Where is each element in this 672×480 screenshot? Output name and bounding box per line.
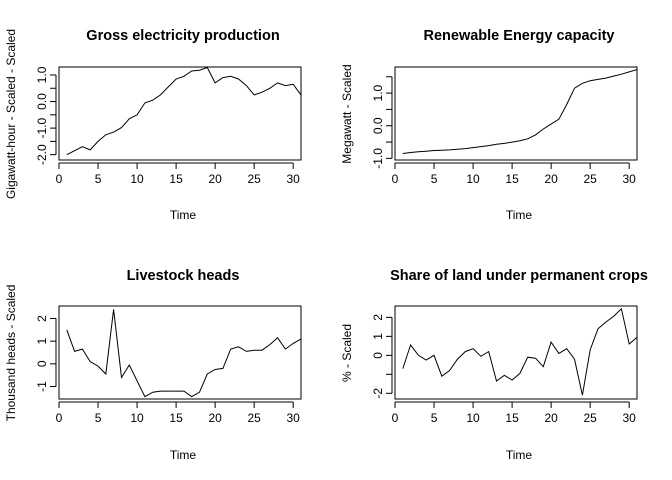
x-tick-label: 20: [544, 411, 558, 425]
y-tick-label: -2.0: [35, 144, 49, 165]
x-axis: 0 5 10 15 20 25 30: [392, 401, 637, 425]
panel-renewable-capacity: Renewable Energy capacity 0 5 10 15 20 25 30 -…: [340, 28, 638, 222]
x-tick-label: 15: [505, 411, 519, 425]
x-tick-label: 0: [56, 411, 63, 425]
x-tick-label: 5: [431, 411, 438, 425]
y-axis: -2 0 1 2: [371, 314, 393, 399]
y-axis: -1 0 1 2: [35, 315, 57, 392]
x-tick-label: 25: [247, 172, 261, 186]
y-axis-label: Megawatt - Scaled: [340, 64, 354, 163]
x-axis-label: Time: [506, 448, 533, 462]
plot-frame: [394, 305, 638, 400]
series-group: [66, 309, 302, 398]
series-group: [66, 66, 302, 156]
y-tick-label: 2: [371, 314, 385, 321]
x-tick-label: 10: [466, 411, 480, 425]
x-tick-label: 20: [208, 172, 222, 186]
x-axis-label: Time: [506, 208, 533, 222]
y-axis: -1.0 0.0 1.0: [371, 76, 393, 169]
x-tick-label: 25: [583, 411, 597, 425]
y-tick-label: 0.0: [35, 93, 49, 110]
y-axis-label: Thousand heads - Scaled: [4, 285, 18, 422]
series-line: [402, 307, 638, 396]
y-tick-label: 0: [35, 360, 49, 367]
series-line: [66, 66, 302, 156]
x-tick-label: 20: [208, 411, 222, 425]
y-tick-label: 1: [35, 338, 49, 345]
plot-frame: [58, 66, 302, 161]
y-tick-label: 2: [35, 315, 49, 322]
x-axis: 0 5 10 15 20 25 30: [56, 401, 301, 425]
y-tick-label: -1.0: [35, 117, 49, 138]
series-line: [66, 309, 302, 398]
x-tick-label: 5: [95, 172, 102, 186]
panel-permanent-crops: Share of land under permanent crops 0 5 10…: [340, 268, 648, 462]
y-tick-label: 0: [371, 352, 385, 359]
x-tick-label: 0: [56, 172, 63, 186]
x-tick-label: 10: [130, 172, 144, 186]
x-tick-label: 10: [130, 411, 144, 425]
x-axis-label: Time: [170, 208, 197, 222]
y-tick-label: -1: [35, 381, 49, 392]
y-tick-label: -2: [371, 388, 385, 399]
x-tick-label: 15: [169, 172, 183, 186]
panel-title: Gross electricity production: [86, 28, 279, 44]
panel-title: Renewable Energy capacity: [424, 28, 615, 44]
x-tick-label: 30: [623, 411, 637, 425]
panel-title: Livestock heads: [127, 268, 240, 284]
x-tick-label: 0: [392, 411, 399, 425]
x-tick-label: 15: [169, 411, 183, 425]
y-tick-label: 1: [371, 333, 385, 340]
plot-frame: [58, 305, 302, 400]
series-group: [402, 69, 638, 154]
y-tick-label: -1.0: [371, 148, 385, 169]
series-line: [402, 69, 638, 154]
y-tick-label: 1.0: [371, 84, 385, 101]
panel-gross-electricity: Gross electricity production 0 5 10 15 20 25 3…: [4, 28, 302, 222]
x-tick-label: 20: [544, 172, 558, 186]
y-axis-label: % - Scaled: [340, 324, 354, 382]
x-tick-label: 10: [466, 172, 480, 186]
y-axis: -2.0 -1.0 0.0 1.0: [35, 66, 57, 165]
plot-frame: [394, 66, 638, 161]
x-tick-label: 0: [392, 172, 399, 186]
y-tick-label: 1.0: [35, 66, 49, 83]
x-tick-label: 30: [287, 172, 301, 186]
x-axis-label: Time: [170, 448, 197, 462]
x-tick-label: 25: [247, 411, 261, 425]
x-tick-label: 5: [431, 172, 438, 186]
series-group: [402, 307, 638, 396]
y-axis-label: Gigawatt-hour - Scaled - Scaled: [4, 29, 18, 199]
x-tick-label: 30: [287, 411, 301, 425]
x-tick-label: 15: [505, 172, 519, 186]
x-tick-label: 5: [95, 411, 102, 425]
y-tick-label: 0.0: [371, 117, 385, 134]
panel-title: Share of land under permanent crops: [390, 268, 648, 284]
x-axis: 0 5 10 15 20 25 30: [56, 162, 301, 186]
x-tick-label: 30: [623, 172, 637, 186]
x-axis: 0 5 10 15 20 25 30: [392, 162, 637, 186]
x-tick-label: 25: [583, 172, 597, 186]
